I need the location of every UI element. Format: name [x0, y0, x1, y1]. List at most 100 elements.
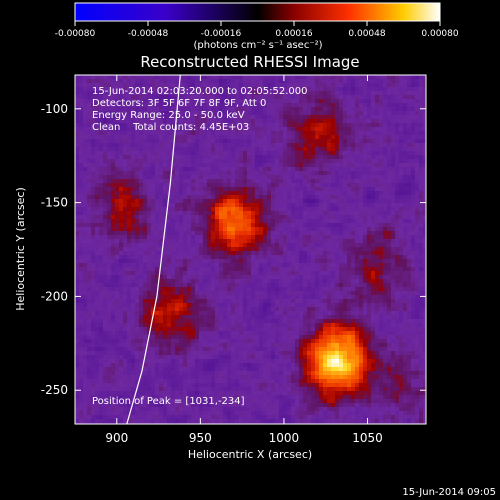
heatmap-cell — [323, 251, 328, 256]
heatmap-cell — [151, 103, 156, 108]
heatmap-cell — [351, 295, 356, 300]
heatmap-cell — [331, 191, 336, 196]
heatmap-cell — [263, 143, 268, 148]
heatmap-cell — [279, 251, 284, 256]
heatmap-cell — [155, 183, 160, 188]
heatmap-cell — [271, 291, 276, 296]
heatmap-cell — [187, 283, 192, 288]
heatmap-cell — [387, 195, 392, 200]
heatmap-cell — [79, 243, 84, 248]
heatmap-cell — [227, 239, 232, 244]
heatmap-cell — [243, 275, 248, 280]
heatmap-cell — [355, 215, 360, 220]
heatmap-cell — [423, 147, 426, 152]
heatmap-cell — [195, 215, 200, 220]
heatmap-cell — [271, 223, 276, 228]
heatmap-cell — [391, 247, 396, 252]
heatmap-cell — [319, 159, 324, 164]
heatmap-cell — [275, 203, 280, 208]
heatmap-cell — [191, 287, 196, 292]
heatmap-cell — [291, 195, 296, 200]
heatmap-cell — [179, 91, 184, 96]
heatmap-cell — [79, 259, 84, 264]
heatmap-cell — [295, 223, 300, 228]
heatmap-cell — [279, 275, 284, 280]
heatmap-cell — [359, 183, 364, 188]
heatmap-cell — [391, 255, 396, 260]
heatmap-cell — [131, 79, 136, 84]
heatmap-cell — [419, 191, 424, 196]
heatmap-cell — [251, 159, 256, 164]
heatmap-cell — [367, 171, 372, 176]
heatmap-cell — [371, 127, 376, 132]
heatmap-cell — [163, 127, 168, 132]
heatmap-cell — [303, 195, 308, 200]
heatmap-cell — [79, 87, 84, 92]
heatmap-cell — [375, 271, 380, 276]
heatmap-cell — [111, 171, 116, 176]
heatmap-cell — [119, 131, 124, 136]
heatmap-cell — [123, 223, 128, 228]
heatmap-cell — [167, 87, 172, 92]
heatmap-cell — [303, 255, 308, 260]
heatmap-cell — [283, 151, 288, 156]
heatmap-cell — [111, 275, 116, 280]
heatmap-cell — [275, 279, 280, 284]
heatmap-cell — [123, 151, 128, 156]
heatmap-cell — [359, 235, 364, 240]
heatmap-cell — [367, 247, 372, 252]
heatmap-cell — [151, 143, 156, 148]
heatmap-cell — [75, 203, 80, 208]
heatmap-cell — [303, 211, 308, 216]
heatmap-cell — [99, 295, 104, 300]
heatmap-cell — [287, 163, 292, 168]
heatmap-cell — [259, 199, 264, 204]
heatmap-cell — [331, 103, 336, 108]
heatmap-cell — [275, 195, 280, 200]
heatmap-cell — [399, 243, 404, 248]
heatmap-cell — [159, 171, 164, 176]
heatmap-cell — [407, 243, 412, 248]
heatmap-cell — [171, 247, 176, 252]
heatmap-cell — [327, 295, 332, 300]
heatmap-cell — [363, 167, 368, 172]
heatmap-cell — [123, 243, 128, 248]
heatmap-cell — [203, 239, 208, 244]
heatmap-cell — [183, 299, 188, 304]
heatmap-cell — [423, 231, 426, 236]
heatmap-cell — [183, 263, 188, 268]
heatmap-cell — [163, 175, 168, 180]
heatmap-cell — [259, 187, 264, 192]
heatmap-cell — [283, 271, 288, 276]
heatmap-cell — [91, 147, 96, 152]
heatmap-cell — [403, 263, 408, 268]
heatmap-cell — [391, 99, 396, 104]
heatmap-cell — [271, 263, 276, 268]
heatmap-cell — [403, 83, 408, 88]
heatmap-cell — [335, 187, 340, 192]
heatmap-cell — [299, 143, 304, 148]
heatmap-cell — [83, 299, 88, 304]
heatmap-cell — [183, 247, 188, 252]
heatmap-cell — [275, 183, 280, 188]
heatmap-cell — [355, 199, 360, 204]
heatmap-cell — [119, 223, 124, 228]
heatmap-cell — [243, 79, 248, 84]
heatmap-cell — [343, 167, 348, 172]
heatmap-cell — [127, 83, 132, 88]
heatmap-cell — [359, 239, 364, 244]
heatmap-cell — [215, 195, 220, 200]
heatmap-cell — [203, 295, 208, 300]
heatmap-cell — [419, 271, 424, 276]
heatmap-cell — [227, 159, 232, 164]
heatmap-cell — [195, 143, 200, 148]
heatmap-cell — [391, 175, 396, 180]
heatmap-cell — [247, 287, 252, 292]
heatmap-cell — [91, 283, 96, 288]
heatmap-cell — [339, 287, 344, 292]
heatmap-cell — [99, 123, 104, 128]
heatmap-cell — [103, 99, 108, 104]
heatmap-cell — [135, 79, 140, 84]
heatmap-cell — [251, 203, 256, 208]
heatmap-cell — [79, 107, 84, 112]
